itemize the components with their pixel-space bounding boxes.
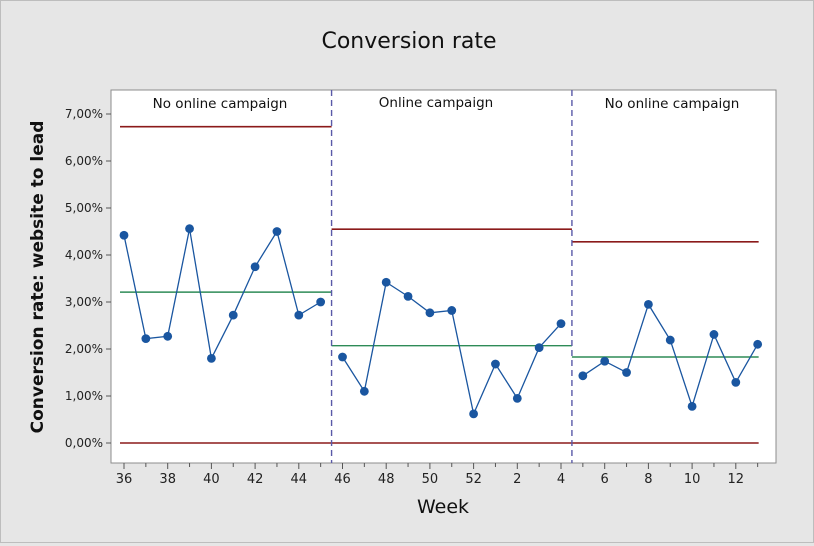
data-point bbox=[425, 308, 435, 318]
data-point bbox=[644, 299, 653, 309]
y-tick-label: 0,00% bbox=[65, 436, 103, 450]
x-axis: 36 38 40 42 44 46 48 50 52 2 4 6 8 10 12 bbox=[116, 463, 759, 487]
data-point bbox=[163, 331, 173, 341]
data-point bbox=[272, 227, 282, 236]
x-tick-label: 40 bbox=[203, 472, 220, 487]
series-layer bbox=[119, 224, 763, 419]
y-axis: 0,00% 1,00% 2,00% 3,00% 4,00% 5,00% 6,00% 7,00% bbox=[65, 107, 111, 450]
data-point bbox=[687, 401, 697, 411]
data-point bbox=[556, 319, 566, 329]
y-tick-label: 1,00% bbox=[65, 389, 103, 403]
data-point bbox=[512, 393, 522, 403]
x-tick-label: 10 bbox=[684, 472, 701, 487]
data-point bbox=[491, 359, 500, 369]
data-point bbox=[665, 335, 675, 345]
phase-label: Online campaign bbox=[379, 95, 493, 111]
data-point bbox=[753, 339, 763, 349]
data-point bbox=[316, 297, 326, 307]
phase-labels: No online campaign Online campaign No onli… bbox=[153, 95, 740, 112]
x-axis-label: Week bbox=[417, 496, 469, 518]
phase-label: No online campaign bbox=[153, 96, 288, 112]
x-tick-label: 36 bbox=[116, 472, 133, 487]
y-tick-label: 5,00% bbox=[65, 201, 103, 215]
data-point bbox=[141, 334, 151, 344]
data-point bbox=[709, 330, 719, 339]
y-tick-label: 4,00% bbox=[65, 248, 103, 262]
data-point bbox=[338, 352, 347, 362]
x-tick-label: 50 bbox=[422, 472, 439, 487]
x-tick-label: 42 bbox=[247, 472, 264, 487]
data-point bbox=[359, 386, 369, 396]
data-point bbox=[447, 306, 457, 315]
x-tick-label: 12 bbox=[728, 472, 745, 487]
data-point bbox=[294, 310, 304, 320]
data-point bbox=[534, 343, 544, 352]
x-tick-label: 2 bbox=[513, 472, 521, 487]
data-point bbox=[731, 377, 741, 387]
x-tick-label: 6 bbox=[601, 472, 609, 487]
y-tick-label: 3,00% bbox=[65, 295, 103, 309]
data-point bbox=[207, 354, 216, 363]
phase-label: No online campaign bbox=[605, 96, 740, 112]
data-point bbox=[119, 230, 129, 240]
data-point bbox=[250, 262, 260, 272]
x-tick-label: 46 bbox=[334, 472, 351, 487]
phase-lines bbox=[120, 90, 759, 463]
data-point bbox=[403, 291, 413, 301]
data-point bbox=[381, 277, 391, 287]
data-point bbox=[578, 371, 588, 381]
series-line bbox=[123, 228, 321, 361]
chart-title: Conversion rate bbox=[321, 29, 496, 54]
x-tick-label: 52 bbox=[465, 472, 482, 487]
plot-area bbox=[110, 89, 777, 464]
data-point bbox=[228, 310, 238, 320]
data-point bbox=[600, 356, 610, 366]
y-tick-label: 7,00% bbox=[65, 107, 103, 121]
x-tick-label: 8 bbox=[644, 472, 652, 487]
data-point bbox=[469, 409, 478, 419]
y-tick-label: 2,00% bbox=[65, 342, 103, 356]
y-tick-label: 6,00% bbox=[65, 154, 103, 168]
data-point bbox=[185, 224, 194, 234]
x-tick-label: 44 bbox=[291, 472, 308, 487]
data-point bbox=[622, 368, 631, 377]
x-tick-label: 4 bbox=[557, 472, 565, 487]
y-axis-label: Conversion rate: website to lead bbox=[28, 121, 48, 434]
x-tick-label: 38 bbox=[159, 472, 176, 487]
x-tick-label: 48 bbox=[378, 472, 395, 487]
